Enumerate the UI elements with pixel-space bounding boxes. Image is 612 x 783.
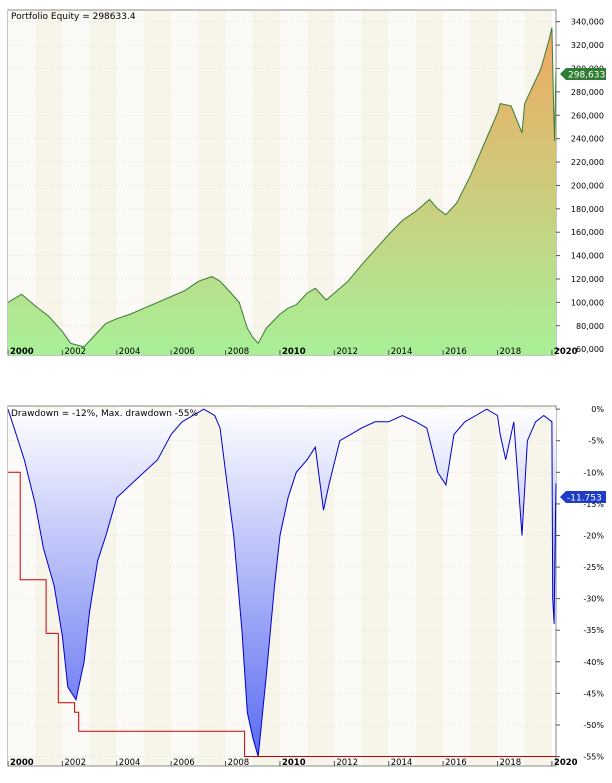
- y-tick-label: -25%: [583, 563, 604, 572]
- year-band: [89, 10, 117, 355]
- year-band: [361, 406, 389, 766]
- drawdown-panel: 0% -5% -10% -15% -20% -25% -30% -35% -40% -45% -50…: [7, 405, 606, 768]
- y-tick-label: -5%: [588, 437, 604, 446]
- x-tick-label: 2016: [445, 758, 467, 768]
- drawdown-title: Drawdown = -12%, Max. drawdown -55%: [11, 409, 198, 419]
- drawdown-area: [8, 409, 556, 757]
- y-tick-label: 340,000: [571, 18, 604, 27]
- x-tick-label: 2006: [173, 347, 195, 357]
- y-tick-label: 220,000: [571, 158, 604, 167]
- x-tick-label: 2000: [10, 347, 34, 357]
- y-tick-label: -35%: [583, 626, 604, 635]
- y-tick-label: 280,000: [571, 88, 604, 97]
- year-band: [35, 10, 63, 355]
- year-band: [470, 406, 498, 766]
- y-tick-label: -40%: [583, 658, 604, 667]
- equity-area: [8, 27, 556, 355]
- x-tick-label: 2008: [228, 758, 250, 768]
- y-tick-label: -20%: [583, 531, 604, 540]
- y-tick-label: 260,000: [571, 111, 604, 120]
- y-tick-label: -55%: [583, 753, 604, 762]
- equity-x-axis: 2000 2002 2004 2006 2008 2010 2012 2014 2016 2018…: [7, 347, 578, 357]
- equity-title: Portfolio Equity = 298633.4: [11, 12, 136, 22]
- y-tick-label: 60,000: [576, 345, 604, 354]
- drawdown-line: [7, 408, 557, 757]
- x-tick-label: 2018: [500, 347, 522, 357]
- year-band: [334, 406, 362, 766]
- year-band: [524, 406, 552, 766]
- x-tick-label: 2012: [336, 758, 358, 768]
- y-tick-label: 160,000: [571, 228, 604, 237]
- x-tick-label: 2008: [228, 347, 250, 357]
- drawdown-last-value-badge: -11.753: [560, 491, 606, 504]
- y-tick-label: 320,000: [571, 41, 604, 50]
- x-tick-label: 2002: [64, 347, 86, 357]
- y-tick-label: 140,000: [571, 252, 604, 261]
- y-tick-label: -50%: [583, 721, 604, 730]
- y-tick-label: -30%: [583, 595, 604, 604]
- y-tick-label: 80,000: [576, 322, 604, 331]
- year-band: [143, 10, 172, 355]
- drawdown-y-axis: 0% -5% -10% -15% -20% -25% -30% -35% -40% -45% -50…: [556, 405, 604, 762]
- drawdown-x-axis: 2000 2002 2004 2006 2008 2010 2012 2014 2016 2018…: [7, 758, 578, 768]
- x-tick-label: 2020: [554, 347, 578, 357]
- year-band: [198, 406, 226, 766]
- x-tick-label: 2010: [282, 758, 306, 768]
- x-tick-label: 2014: [391, 347, 413, 357]
- equity-last-value-badge: 298,633: [560, 68, 606, 81]
- equity-panel: 60,000 80,000 100,000 120,000 140,000 160,000…: [7, 9, 606, 357]
- x-tick-label: 2004: [119, 758, 141, 768]
- y-tick-label: 100,000: [571, 298, 604, 307]
- y-tick-label: 180,000: [571, 205, 604, 214]
- x-tick-label: 2012: [336, 347, 358, 357]
- drawdown-last-value: -11.753: [567, 494, 602, 504]
- year-band: [388, 406, 416, 766]
- x-tick-label: 2018: [500, 758, 522, 768]
- x-tick-label: 2016: [445, 347, 467, 357]
- year-band: [171, 406, 199, 766]
- x-tick-label: 2006: [173, 758, 195, 768]
- x-tick-label: 2010: [282, 347, 306, 357]
- y-tick-label: 240,000: [571, 135, 604, 144]
- x-tick-label: 2020: [554, 758, 578, 768]
- equity-last-value: 298,633: [568, 71, 605, 81]
- year-band: [116, 10, 144, 355]
- y-tick-label: 120,000: [571, 275, 604, 284]
- x-tick-label: 2002: [64, 758, 86, 768]
- year-band: [252, 10, 280, 355]
- max-drawdown-line: [8, 471, 556, 757]
- y-tick-label: 0%: [591, 405, 604, 414]
- x-tick-label: 2000: [10, 758, 34, 768]
- y-tick-label: -45%: [583, 689, 604, 698]
- x-tick-label: 2014: [391, 758, 413, 768]
- y-tick-label: -10%: [583, 468, 604, 477]
- y-tick-label: -15%: [583, 500, 604, 509]
- year-band: [279, 10, 308, 355]
- y-tick-label: 200,000: [571, 181, 604, 190]
- year-band: [62, 10, 90, 355]
- x-tick-label: 2004: [119, 347, 141, 357]
- equity-line: [7, 27, 557, 348]
